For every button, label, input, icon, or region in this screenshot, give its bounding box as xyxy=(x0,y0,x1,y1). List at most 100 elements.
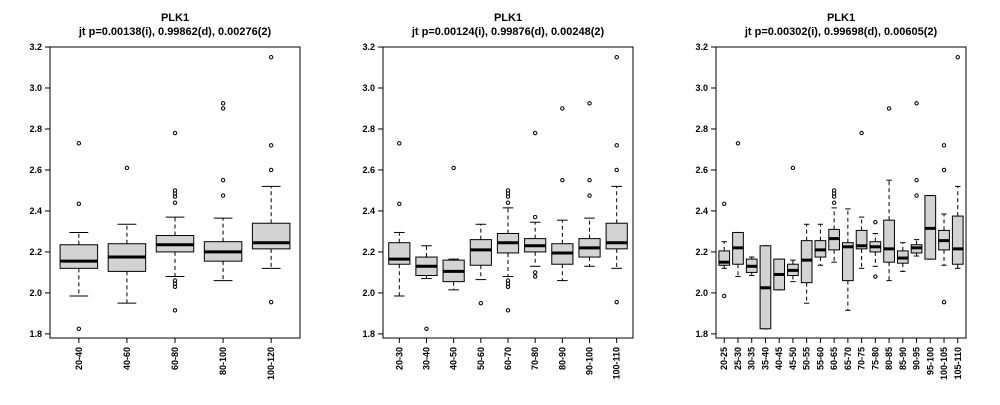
outlier-point xyxy=(722,201,727,206)
x-tick-label: 90-95 xyxy=(912,347,922,370)
outlier-point xyxy=(505,284,511,289)
y-tick-label: 3.0 xyxy=(362,83,375,93)
x-tick-label: 75-80 xyxy=(870,347,880,370)
x-tick-label: 85-90 xyxy=(898,347,908,370)
x-tick-label: 60-65 xyxy=(829,347,839,370)
iqr-box xyxy=(251,222,291,250)
y-tick-label: 2.0 xyxy=(362,288,375,298)
box-45-50 xyxy=(787,165,799,283)
box-20-40 xyxy=(59,141,99,331)
x-tick-label: 20-25 xyxy=(719,347,729,370)
x-tick-label: 90-100 xyxy=(585,347,595,375)
outlier-point xyxy=(831,194,837,199)
outlier-point xyxy=(172,130,178,136)
outlier-point xyxy=(172,308,178,313)
y-tick-label: 3.2 xyxy=(29,42,42,52)
chart-title: PLK1 xyxy=(827,12,855,24)
x-tick-label: 20-30 xyxy=(394,347,404,370)
x-tick-label: 100-110 xyxy=(612,347,622,380)
outlier-point xyxy=(914,178,919,183)
y-tick-label: 2.6 xyxy=(695,165,708,175)
x-tick-label: 65-70 xyxy=(843,347,853,370)
x-tick-label: 40-45 xyxy=(774,347,784,370)
outlier-point xyxy=(614,143,619,148)
y-tick-label: 2.2 xyxy=(29,247,42,257)
x-tick-label: 50-55 xyxy=(802,347,812,370)
outlier-point xyxy=(220,178,226,183)
plot-frame xyxy=(715,46,967,339)
y-tick-label: 2.6 xyxy=(29,165,42,175)
y-tick-label: 3.2 xyxy=(362,42,375,52)
x-tick-label: 80-90 xyxy=(557,347,567,370)
box-90-100 xyxy=(578,101,601,267)
y-tick-label: 2.0 xyxy=(695,288,708,298)
box-80-100 xyxy=(203,101,243,282)
box-30-40 xyxy=(415,245,438,331)
outlier-point xyxy=(172,284,178,289)
box-40-45 xyxy=(773,258,786,291)
outlier-point xyxy=(831,200,837,205)
outlier-point xyxy=(614,299,619,305)
chart-title: PLK1 xyxy=(494,12,522,24)
outlier-point xyxy=(587,101,592,106)
outlier-point xyxy=(941,143,947,148)
x-tick-label: 95-100 xyxy=(925,347,935,375)
chart-panel-2: PLK1 jt p=0.00124(i), 0.99876(d), 0.00248… xyxy=(362,12,634,380)
iqr-box xyxy=(469,239,492,266)
x-tick-label: 60-70 xyxy=(503,347,513,370)
box-80-85 xyxy=(883,106,895,282)
outlier-point xyxy=(478,300,484,306)
chart-subtitle: jt p=0.00302(i), 0.99698(d), 0.00605(2) xyxy=(744,26,938,38)
outlier-point xyxy=(873,274,878,279)
outlier-point xyxy=(587,178,592,183)
x-tick-label: 25-30 xyxy=(733,347,743,370)
box-65-70 xyxy=(842,208,854,311)
outlier-point xyxy=(220,106,226,111)
box-40-50 xyxy=(442,165,465,291)
y-tick-label: 1.8 xyxy=(29,329,42,339)
outlier-point xyxy=(886,106,892,111)
outlier-point xyxy=(532,130,538,136)
outlier-point xyxy=(873,220,878,225)
box-75-80 xyxy=(869,220,882,279)
outlier-point xyxy=(268,143,274,148)
outlier-point xyxy=(397,141,402,146)
y-tick-label: 2.8 xyxy=(362,124,375,134)
box-20-25 xyxy=(718,201,731,299)
outlier-point xyxy=(268,167,274,173)
box-80-90 xyxy=(551,106,574,282)
chart-subtitle: jt p=0.00124(i), 0.99876(d), 0.00248(2) xyxy=(411,26,605,38)
iqr-box xyxy=(718,250,731,266)
iqr-box xyxy=(59,244,99,269)
box-70-80 xyxy=(524,130,547,279)
outlier-point xyxy=(722,293,727,299)
outlier-point xyxy=(505,308,511,313)
x-tick-label: 35-40 xyxy=(760,347,770,370)
x-tick-label: 40-60 xyxy=(122,347,132,370)
y-tick-label: 3.0 xyxy=(695,83,708,93)
x-tick-label: 30-35 xyxy=(747,347,757,370)
iqr-box xyxy=(855,229,868,250)
box-100-105 xyxy=(938,143,950,305)
x-tick-label: 100-105 xyxy=(939,347,949,380)
x-tick-label: 55-60 xyxy=(815,347,825,370)
x-tick-label: 40-50 xyxy=(449,347,459,370)
outlier-point xyxy=(505,200,511,205)
box-55-60 xyxy=(814,223,827,266)
y-tick-label: 2.4 xyxy=(362,206,375,216)
outlier-point xyxy=(76,141,82,146)
x-tick-label: 80-85 xyxy=(884,347,894,370)
box-20-30 xyxy=(388,141,411,297)
outlier-point xyxy=(424,326,429,331)
x-tick-label: 45-50 xyxy=(788,347,798,370)
outlier-point xyxy=(451,165,456,171)
x-tick-label: 100-120 xyxy=(266,347,276,380)
outlier-point xyxy=(505,194,511,199)
outlier-point xyxy=(220,193,226,198)
outlier-point xyxy=(614,167,619,173)
outlier-point xyxy=(268,55,274,60)
x-tick-label: 70-75 xyxy=(857,347,867,370)
outlier-point xyxy=(914,101,919,106)
y-tick-label: 2.4 xyxy=(29,206,42,216)
